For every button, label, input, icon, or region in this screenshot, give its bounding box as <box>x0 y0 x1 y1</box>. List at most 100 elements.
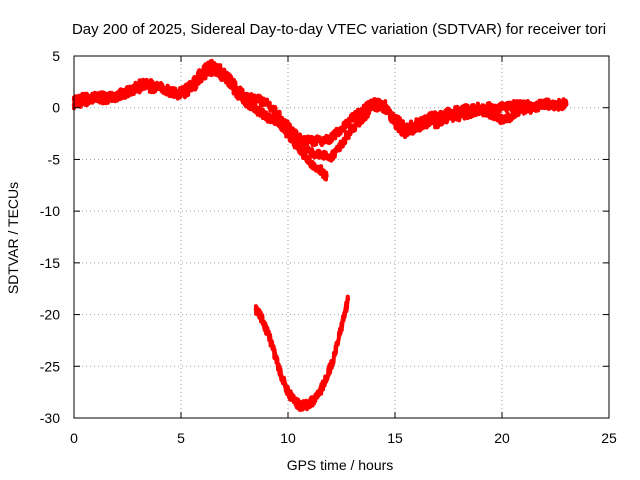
data-point <box>136 82 141 88</box>
data-point <box>232 88 237 94</box>
data-point <box>457 113 462 119</box>
data-point <box>279 374 284 379</box>
data-point <box>298 404 304 409</box>
x-tick-label: 5 <box>177 430 185 446</box>
data-point <box>478 108 483 114</box>
data-point <box>424 121 430 126</box>
data-point <box>499 117 505 123</box>
data-point <box>328 136 333 141</box>
series-sat-track-d <box>253 294 351 412</box>
data-point <box>264 113 269 119</box>
series-line <box>72 58 569 148</box>
data-point <box>414 126 419 131</box>
data-point <box>307 148 312 154</box>
data-point <box>253 307 259 312</box>
data-point <box>499 104 505 109</box>
y-tick-label: -5 <box>48 151 61 167</box>
data-point <box>317 167 323 172</box>
data-point <box>324 374 329 379</box>
data-point <box>521 107 526 112</box>
data-point <box>285 132 291 137</box>
series-line <box>253 294 350 412</box>
data-point <box>339 142 344 148</box>
data-point <box>345 296 351 302</box>
data-point <box>446 115 451 121</box>
data-point <box>157 84 162 90</box>
data-series <box>71 58 569 412</box>
data-point <box>307 138 312 144</box>
x-tick-label: 20 <box>494 430 510 446</box>
data-point <box>343 307 348 312</box>
data-point <box>210 68 216 73</box>
data-point <box>350 115 355 121</box>
data-point <box>253 97 259 102</box>
data-point <box>264 100 269 105</box>
data-point <box>317 153 323 158</box>
data-point <box>243 99 248 104</box>
data-point <box>260 317 265 322</box>
data-point <box>307 159 312 164</box>
data-point <box>103 93 109 98</box>
series-line <box>253 106 329 182</box>
data-point <box>337 333 342 338</box>
data-point <box>305 402 310 407</box>
data-point <box>360 115 366 121</box>
axis-ticks: 0 5 10 15 20 25 5 0 -5 -10 -15 -20 -25 -30 <box>40 48 617 446</box>
data-point <box>272 353 278 359</box>
data-point <box>168 88 173 94</box>
series-sat-track-c <box>253 106 329 182</box>
series-sat-track-a <box>71 58 569 148</box>
data-point <box>328 155 333 160</box>
y-tick-label: -10 <box>40 203 60 219</box>
data-point <box>285 389 291 395</box>
data-point <box>350 126 355 131</box>
y-axis-label: SDTVAR / TECUs <box>5 182 21 294</box>
data-point <box>317 389 323 395</box>
y-tick-label: -15 <box>40 255 60 271</box>
data-point <box>435 121 440 126</box>
data-point <box>435 113 440 119</box>
y-tick-label: -25 <box>40 358 60 374</box>
data-point <box>330 358 336 364</box>
data-point <box>292 398 297 403</box>
data-point <box>403 132 408 137</box>
data-point <box>210 62 216 67</box>
x-tick-label: 10 <box>280 430 296 446</box>
data-point <box>189 86 194 92</box>
data-point <box>510 113 515 119</box>
data-point <box>510 103 515 108</box>
data-point <box>553 103 558 108</box>
x-tick-label: 0 <box>70 430 78 446</box>
x-tick-label: 25 <box>601 430 617 446</box>
data-point <box>382 105 387 110</box>
series-sat-track-b <box>71 66 569 163</box>
data-point <box>324 173 329 179</box>
data-point <box>253 107 259 112</box>
data-point <box>178 93 184 98</box>
data-point <box>564 102 569 107</box>
data-point <box>114 95 120 100</box>
y-tick-label: 0 <box>52 100 60 116</box>
data-point <box>82 99 87 104</box>
plot-frame <box>73 55 610 419</box>
y-tick-label: 5 <box>52 48 60 64</box>
data-point <box>371 103 376 108</box>
data-point <box>467 110 473 116</box>
data-point <box>311 398 316 403</box>
x-axis-label: GPS time / hours <box>287 457 394 473</box>
data-point <box>93 95 98 100</box>
data-point <box>221 74 226 79</box>
data-point <box>146 81 152 87</box>
chart-title: Day 200 of 2025, Sidereal Day-to-day VTE… <box>72 21 606 38</box>
data-point <box>542 101 547 106</box>
data-point <box>266 333 271 338</box>
data-point <box>489 111 494 117</box>
data-point <box>339 126 344 131</box>
data-point <box>296 146 301 152</box>
data-point <box>200 74 205 79</box>
y-tick-label: -30 <box>40 410 60 426</box>
x-tick-label: 15 <box>387 430 403 446</box>
data-point <box>392 121 398 126</box>
data-point <box>531 105 537 110</box>
